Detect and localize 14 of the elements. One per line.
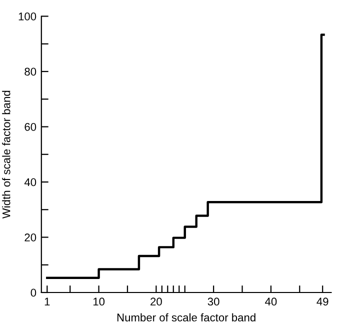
- y-tick-label: 40: [24, 178, 36, 186]
- x-tick-label: 1: [44, 298, 50, 306]
- x-tick-label: 30: [208, 298, 220, 306]
- y-axis-title: Width of scale factor band: [2, 90, 10, 219]
- x-tick-label: 20: [150, 298, 162, 306]
- x-axis-title: Number of scale factor band: [117, 313, 256, 322]
- y-tick-label: 60: [24, 123, 36, 131]
- y-tick-label: 100: [18, 12, 36, 20]
- y-tick-label: 20: [24, 234, 36, 242]
- x-tick-label: 40: [265, 298, 277, 306]
- x-tick-label: 10: [93, 298, 105, 306]
- y-tick-label: 80: [24, 68, 36, 76]
- x-tick-label: 49: [316, 298, 328, 306]
- y-tick-label: 0: [30, 288, 36, 297]
